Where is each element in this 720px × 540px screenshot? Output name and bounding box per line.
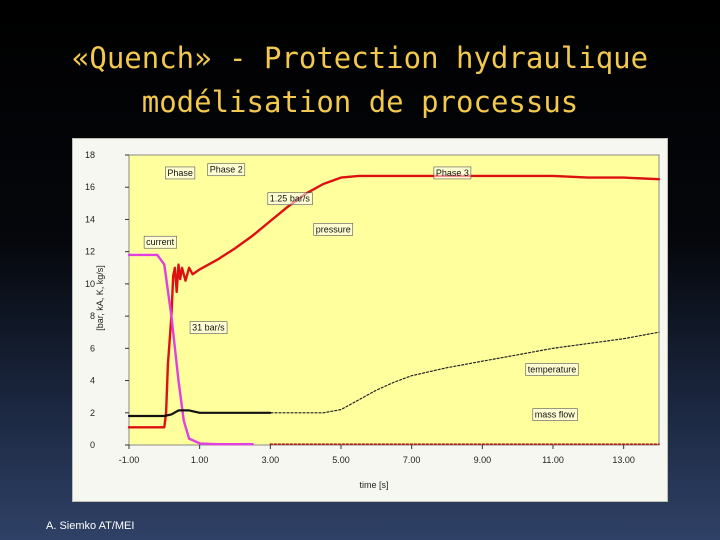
y-tick-label-6: 6: [90, 343, 95, 353]
annotation-0: Phase: [167, 168, 193, 178]
x-tick-label-6: 11.00: [542, 455, 564, 465]
series-line-mass-flow: [127, 409, 272, 418]
annotation-5: current: [146, 237, 175, 247]
x-tick-label-1: 1.00: [191, 455, 209, 465]
annotation-box-0: [165, 166, 196, 180]
slide-title-line2: modélisation de processus: [141, 85, 579, 119]
x-tick-label-3: 5.00: [332, 455, 350, 465]
annotation-1: Phase 2: [210, 165, 243, 175]
annotation-box-2: [433, 166, 472, 180]
y-tick-label-4: 4: [90, 376, 95, 386]
annotation-box-4: [313, 223, 354, 236]
y-tick-label-2: 2: [90, 408, 95, 418]
y-tick-label-14: 14: [85, 214, 95, 224]
footer-author: A. Siemko AT/MEI: [46, 520, 135, 532]
annotation-7: temperature: [528, 365, 577, 375]
annotation-box-7: [525, 363, 579, 376]
y-tick-label-0: 0: [90, 440, 95, 450]
x-tick-label-7: 13.00: [612, 455, 635, 465]
y-axis-label: [bar, kA, K, kg/s]: [95, 265, 105, 331]
x-axis-label: time [s]: [359, 480, 388, 490]
annotation-2: Phase 3: [436, 168, 469, 178]
annotation-box-6: [189, 321, 228, 334]
chart-frame: 0 2 4 6 8 10 12 14 16 18 -1.00 1.00 3.00 5.00 7.00 9.00…: [72, 138, 668, 502]
y-tick-label-18: 18: [85, 150, 95, 160]
y-tick-label-8: 8: [90, 311, 95, 321]
annotation-6: 31 bar/s: [192, 323, 225, 333]
slide-title-line1: «Quench» - Protection hydraulique: [71, 41, 649, 75]
annotation-3: 1.25 bar/s: [270, 194, 311, 204]
x-tick-label-5: 9.00: [474, 455, 492, 465]
annotation-box-3: [267, 192, 313, 206]
series-line-temperature: [234, 331, 660, 414]
annotation-box-5: [143, 235, 177, 249]
annotation-4: pressure: [316, 224, 351, 234]
annotation-8: mass flow: [535, 410, 576, 420]
y-tick-label-10: 10: [85, 279, 95, 289]
x-tick-label-0: -1.00: [119, 455, 140, 465]
x-tick-label-4: 7.00: [403, 455, 421, 465]
slide-title: «Quench» - Protection hydraulique modéli…: [0, 36, 720, 124]
annotation-box-8: [532, 408, 578, 421]
series-line-current: [127, 253, 254, 446]
annotation-box-1: [207, 163, 246, 177]
y-tick-label-12: 12: [85, 247, 95, 257]
plot-area: [128, 154, 660, 446]
x-tick-label-2: 3.00: [262, 455, 280, 465]
chart: 0 2 4 6 8 10 12 14 16 18 -1.00 1.00 3.00 5.00 7.00 9.00…: [85, 150, 661, 490]
y-tick-label-16: 16: [85, 182, 95, 192]
